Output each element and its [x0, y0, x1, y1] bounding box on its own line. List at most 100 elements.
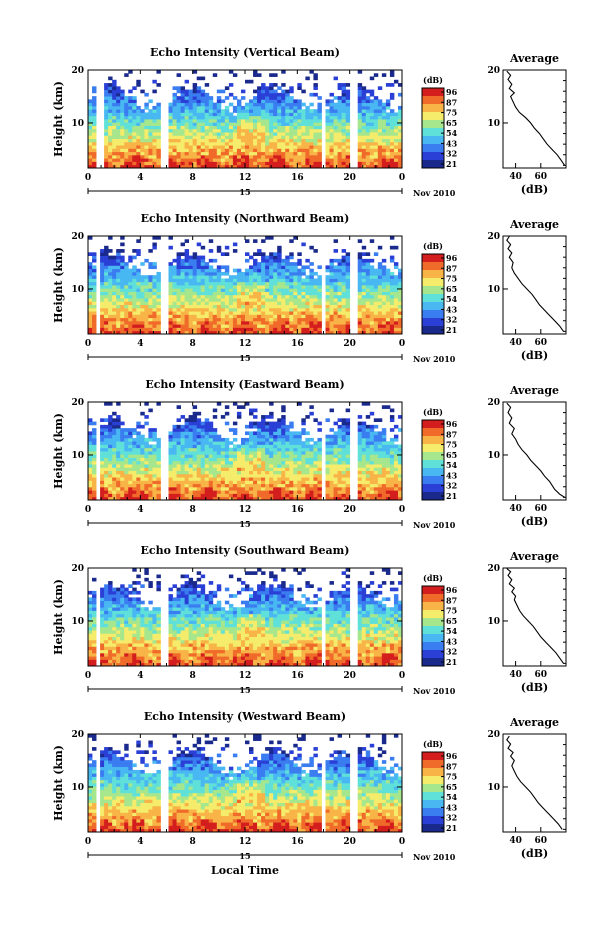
profile-y-tick-label: 10 — [487, 783, 500, 793]
colorbar-segment — [422, 768, 444, 777]
colorbar-segment — [422, 610, 444, 619]
x-tick-label: 8 — [190, 505, 196, 515]
profile-x-tick-label: 60 — [535, 670, 548, 680]
colorbar-frame — [421, 87, 445, 169]
y-axis-label: Height (km) — [52, 81, 65, 157]
colorbar-tick-label: 54 — [446, 626, 458, 636]
colorbar-segment — [422, 800, 444, 809]
colorbar-tick-label: 87 — [446, 97, 457, 107]
profile-x-tick-label: 60 — [535, 504, 548, 514]
colorbar-tick-label: 32 — [446, 813, 457, 823]
month-label: Nov 2010 — [413, 520, 456, 530]
profile-x-tick-label: 40 — [509, 504, 522, 514]
profile-x-label: (dB) — [521, 515, 548, 528]
colorbar-segment — [422, 760, 444, 769]
colorbar-segment — [422, 618, 444, 627]
colorbar-tick-label: 54 — [446, 460, 458, 470]
y-tick-label: 10 — [71, 783, 84, 793]
colorbar-segment — [422, 96, 444, 105]
x-tick-label: 16 — [291, 339, 304, 349]
colorbar-tick-label: 32 — [446, 315, 457, 325]
x-tick-label: 8 — [190, 173, 196, 183]
x-tick-label: 16 — [291, 173, 304, 183]
profile-y-tick-label: 10 — [487, 451, 500, 461]
colorbar-segment — [422, 484, 444, 493]
heatmap — [88, 402, 403, 501]
y-axis-label: Height (km) — [52, 413, 65, 489]
colorbar-tick-label: 43 — [446, 470, 458, 480]
profile-frame — [502, 401, 567, 501]
colorbar-segment — [422, 428, 444, 437]
colorbar-tick-label: 65 — [446, 450, 457, 460]
profile-line — [506, 236, 564, 332]
profile-x-tick-label: 60 — [535, 338, 548, 348]
colorbar-tick-label: 75 — [446, 440, 457, 450]
x-tick-label: 12 — [239, 837, 252, 847]
colorbar-segment — [422, 492, 444, 501]
colorbar-segment — [422, 792, 444, 801]
colorbar-frame — [421, 253, 445, 335]
y-axis-label: Height (km) — [52, 745, 65, 821]
colorbar-tick-label: 32 — [446, 647, 457, 657]
x-tick-label: 0 — [399, 505, 405, 515]
month-label: Nov 2010 — [413, 852, 456, 862]
profile-title: Average — [509, 384, 559, 397]
profile-y-tick-label: 10 — [487, 285, 500, 295]
colorbar-segment — [422, 444, 444, 453]
colorbar-tick-label: 21 — [446, 823, 457, 833]
colorbar-tick-label: 43 — [446, 802, 458, 812]
colorbar-tick-label: 43 — [446, 304, 458, 314]
x-tick-label: 0 — [85, 671, 91, 681]
colorbar-tick-label: 96 — [446, 419, 458, 429]
colorbar-tick-label: 21 — [446, 657, 457, 667]
colorbar-segment — [422, 420, 444, 429]
colorbar-tick-label: 65 — [446, 284, 457, 294]
heatmap — [88, 568, 403, 667]
y-tick-label: 10 — [71, 119, 84, 129]
profile-title: Average — [509, 218, 559, 231]
profile-title: Average — [509, 716, 559, 729]
colorbar-segment — [422, 658, 444, 667]
date-label: 15 — [239, 685, 250, 695]
colorbar-segment — [422, 602, 444, 611]
colorbar-tick-label: 65 — [446, 616, 457, 626]
x-tick-label: 16 — [291, 837, 304, 847]
profile-x-tick-label: 60 — [535, 836, 548, 846]
colorbar-tick-label: 96 — [446, 87, 458, 97]
x-tick-label: 0 — [399, 173, 405, 183]
colorbar-tick-label: 54 — [446, 792, 458, 802]
x-tick-label: 0 — [85, 173, 91, 183]
colorbar-segment — [422, 254, 444, 263]
colorbar-segment — [422, 642, 444, 651]
profile-y-tick-label: 20 — [487, 398, 500, 408]
colorbar-frame — [421, 419, 445, 501]
colorbar-tick-label: 75 — [446, 772, 457, 782]
colorbar-segment — [422, 468, 444, 477]
colorbar-segment — [422, 452, 444, 461]
profile-y-tick-label: 10 — [487, 617, 500, 627]
colorbar-label: (dB) — [423, 739, 443, 749]
colorbar-segment — [422, 120, 444, 129]
x-tick-label: 4 — [137, 837, 143, 847]
colorbar-label: (dB) — [423, 407, 443, 417]
y-tick-label: 10 — [71, 617, 84, 627]
heatmap — [88, 236, 403, 335]
x-tick-label: 16 — [291, 505, 304, 515]
profile-frame — [502, 567, 567, 667]
colorbar-segment — [422, 752, 444, 761]
x-tick-label: 20 — [343, 837, 356, 847]
colorbar-segment — [422, 460, 444, 469]
colorbar-segment — [422, 326, 444, 335]
panel-title: Echo Intensity (Northward Beam) — [141, 212, 350, 225]
profile-x-tick-label: 40 — [509, 172, 522, 182]
profile-title: Average — [509, 550, 559, 563]
colorbar-segment — [422, 816, 444, 825]
colorbar-tick-label: 96 — [446, 253, 458, 263]
colorbar-tick-label: 43 — [446, 636, 458, 646]
profile-x-tick-label: 40 — [509, 836, 522, 846]
colorbar-tick-label: 65 — [446, 118, 457, 128]
x-tick-label: 8 — [190, 339, 196, 349]
y-axis-label: Height (km) — [52, 579, 65, 655]
colorbar-segment — [422, 586, 444, 595]
